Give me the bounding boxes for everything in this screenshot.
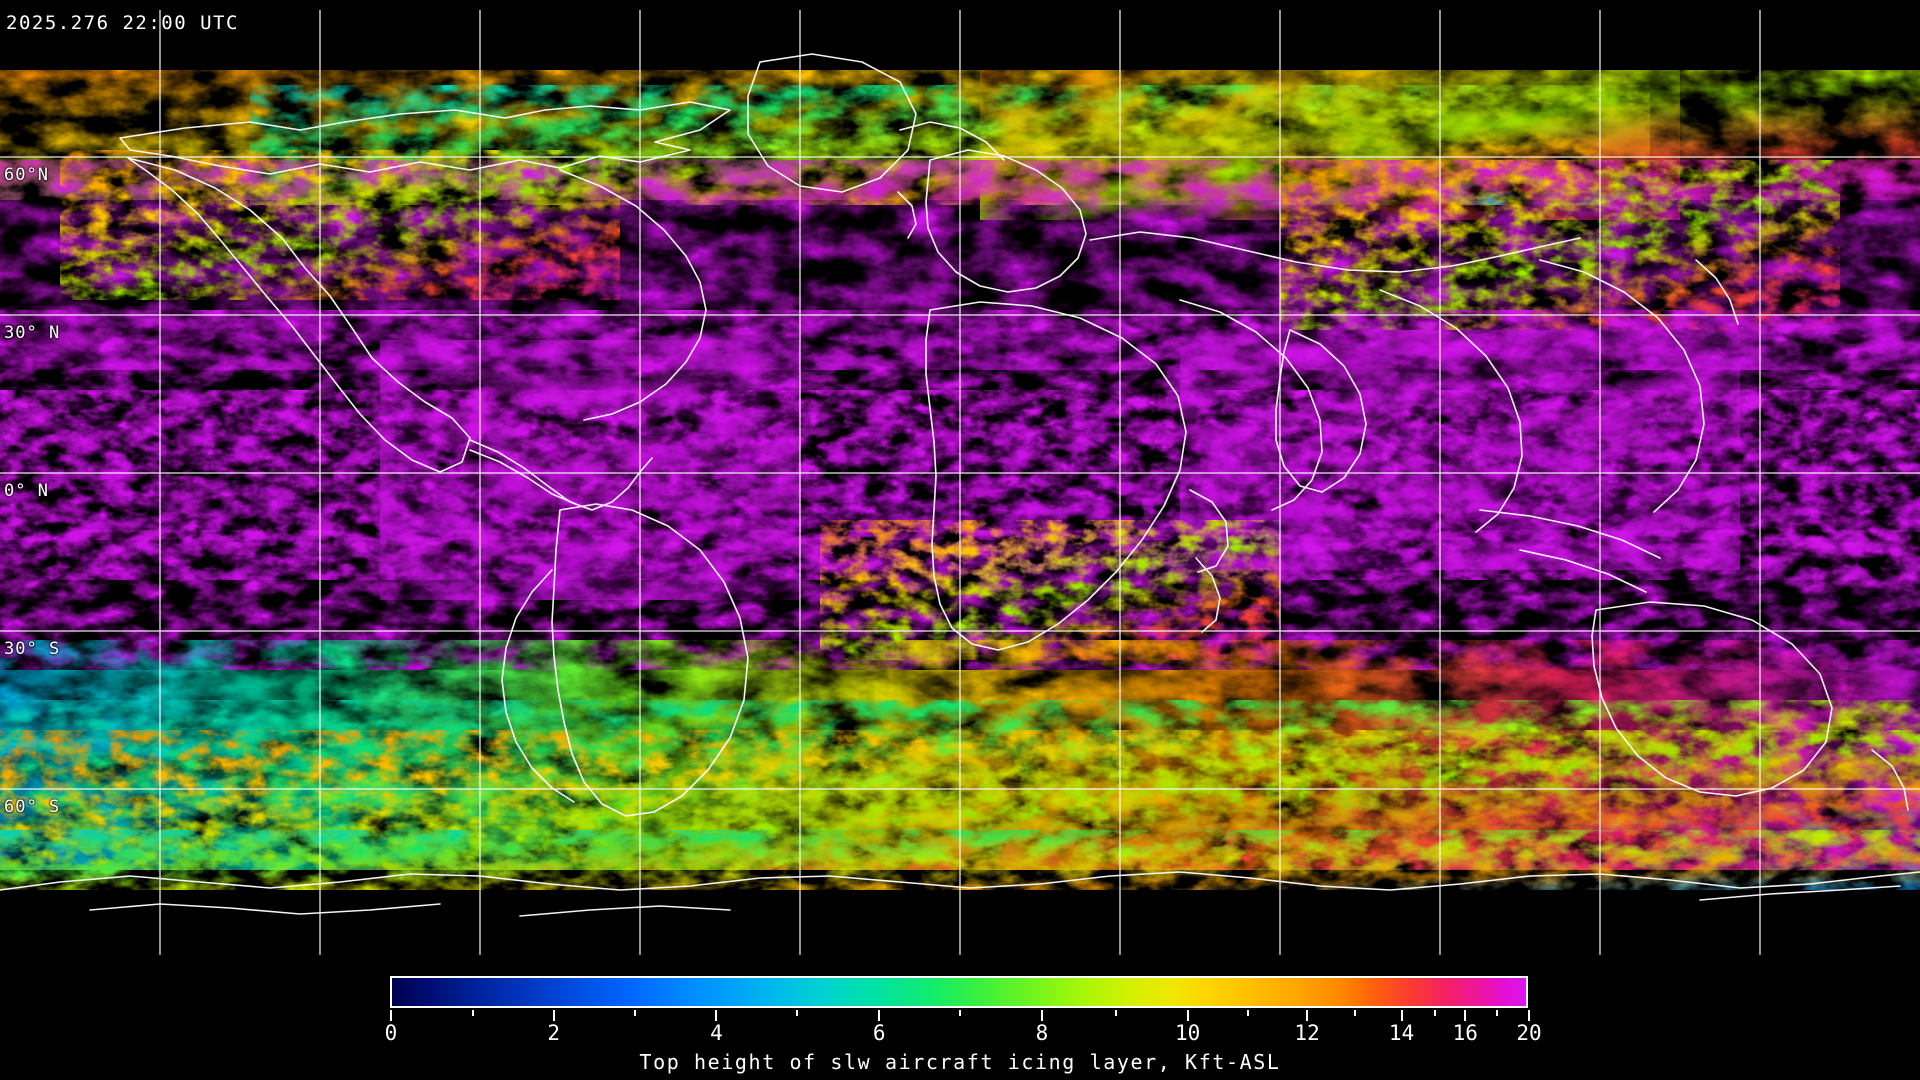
colorbar-tick-labels: 0 2 4 6 8 10 12 14 16 20 (385, 1021, 1542, 1047)
colorbar-tick-4 (715, 1010, 718, 1021)
colorbar-ticks (390, 1010, 1532, 1022)
colorbar-tick-20 (1528, 1010, 1530, 1021)
graticule (0, 10, 1920, 955)
colorbar-label-0: 0 (384, 1021, 398, 1045)
colorbar-tick-10 (1186, 1010, 1189, 1021)
colorbar-minor-tick-7 (1433, 1010, 1436, 1016)
colorbar-minor-tick-8 (1496, 1010, 1499, 1016)
colorbar-tick-6 (878, 1010, 881, 1021)
colorbar-label-20: 20 (1516, 1021, 1542, 1045)
colorbar-label-16: 16 (1452, 1021, 1478, 1045)
colorbar-minor-tick-2 (796, 1010, 799, 1016)
colorbar-label-14: 14 (1388, 1021, 1415, 1045)
colorbar-minor-tick-0 (471, 1010, 474, 1016)
colorbar-minor-tick-3 (959, 1010, 961, 1016)
colorbar-caption: Top height of slw aircraft icing layer, … (639, 1050, 1281, 1074)
colorbar-tick-14 (1400, 1010, 1403, 1021)
colorbar-tick-8 (1040, 1010, 1043, 1021)
colorbar-label-4: 4 (710, 1021, 723, 1045)
world-map-panel[interactable]: 2025.276 22:00 UTC (0, 10, 1920, 955)
colorbar-label-12: 12 (1294, 1021, 1320, 1045)
colorbar-label-2: 2 (547, 1021, 561, 1045)
colorbar-tick-2 (552, 1010, 555, 1021)
colorbar-minor-tick-5 (1246, 1010, 1249, 1016)
colorbar-tick-16 (1464, 1010, 1467, 1021)
lat-label-30n: 30° N (4, 323, 61, 343)
colorbar-region: 0 2 4 6 8 10 12 14 16 20 Top height of slw aircra… (0, 955, 1920, 1080)
colorbar-minor-tick-6 (1353, 1010, 1356, 1016)
coastlines (0, 53, 1920, 917)
colorbar-minor-tick-1 (633, 1010, 636, 1016)
map-canvas (0, 10, 1920, 955)
colorbar-tick-12 (1306, 1010, 1309, 1021)
lat-label-30s: 30° S (4, 639, 61, 659)
colorbar-label-8: 8 (1035, 1021, 1049, 1045)
colorbar-tick-0 (390, 1010, 392, 1021)
map-stage (0, 10, 1920, 955)
colorbar-label-6: 6 (872, 1021, 886, 1045)
lat-label-60s: 60° S (4, 797, 61, 817)
lat-label-60n: 60°N (4, 165, 49, 185)
colorbar-minor-tick-4 (1114, 1010, 1117, 1016)
timestamp-label: 2025.276 22:00 UTC (6, 12, 239, 34)
lat-label-0: 0° N (4, 481, 49, 501)
colorbar-label-10: 10 (1174, 1021, 1201, 1045)
colorbar-gradient[interactable] (390, 976, 1528, 1008)
